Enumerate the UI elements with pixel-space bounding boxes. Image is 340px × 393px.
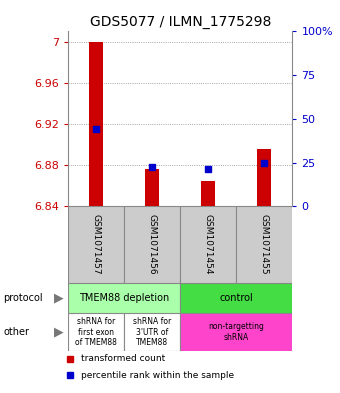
Bar	[180, 313, 292, 351]
Bar	[68, 206, 124, 283]
Bar	[201, 181, 215, 206]
Bar	[180, 206, 236, 283]
Bar	[89, 42, 103, 206]
Text: TMEM88 depletion: TMEM88 depletion	[79, 293, 169, 303]
Text: shRNA for
first exon
of TMEM88: shRNA for first exon of TMEM88	[75, 317, 117, 347]
Title: GDS5077 / ILMN_1775298: GDS5077 / ILMN_1775298	[89, 15, 271, 29]
Text: non-targetting
shRNA: non-targetting shRNA	[208, 322, 264, 342]
Text: control: control	[219, 293, 253, 303]
Text: percentile rank within the sample: percentile rank within the sample	[82, 371, 235, 380]
Bar	[236, 206, 292, 283]
Bar	[257, 149, 271, 206]
Text: ▶: ▶	[54, 325, 64, 338]
Bar	[124, 206, 180, 283]
Text: GSM1071455: GSM1071455	[260, 214, 269, 275]
Text: GSM1071454: GSM1071454	[204, 214, 213, 275]
Text: other: other	[3, 327, 29, 337]
Text: transformed count: transformed count	[82, 354, 166, 363]
Text: protocol: protocol	[3, 293, 43, 303]
Text: shRNA for
3'UTR of
TMEM88: shRNA for 3'UTR of TMEM88	[133, 317, 171, 347]
Text: ▶: ▶	[54, 291, 64, 304]
Text: GSM1071456: GSM1071456	[148, 214, 157, 275]
Bar	[145, 169, 159, 206]
Bar	[180, 283, 292, 313]
Bar	[68, 283, 180, 313]
Bar	[68, 313, 124, 351]
Bar	[124, 313, 180, 351]
Text: GSM1071457: GSM1071457	[91, 214, 101, 275]
